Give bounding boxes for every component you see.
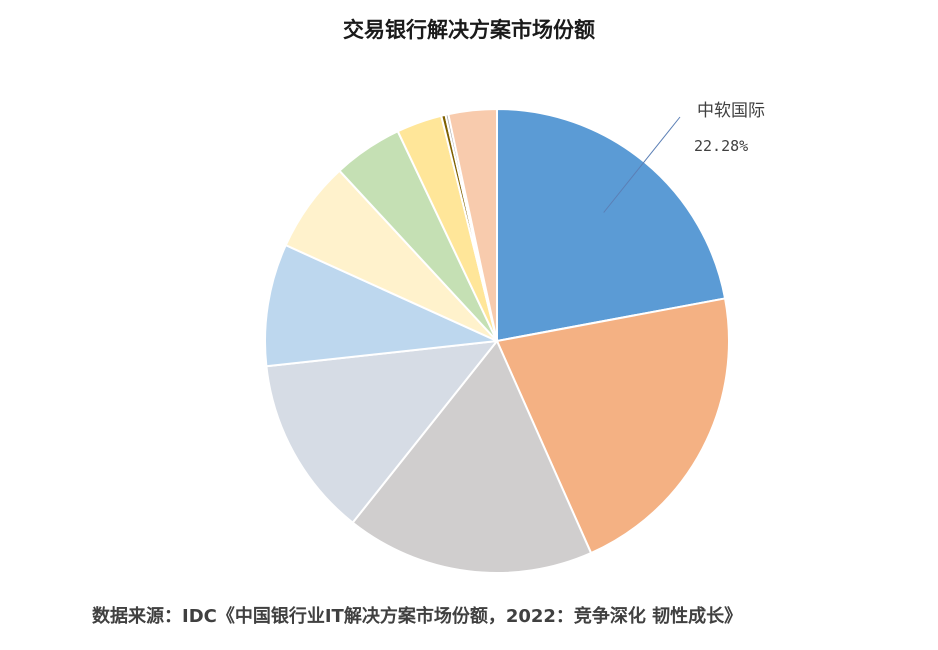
- pie-slice-4: [265, 340, 498, 524]
- pie-slice-1: [496, 108, 727, 342]
- leader-line: [603, 116, 681, 213]
- slice-label-name: 中软国际: [697, 101, 765, 121]
- pie-labels: 中软国际 22.28%: [603, 101, 765, 213]
- slice-label-value: 22.28%: [694, 137, 748, 155]
- chart-title: 交易银行解决方案市场份额: [343, 18, 595, 42]
- pie-slice-5: [264, 244, 498, 368]
- source-note: 数据来源：IDC《中国银行业IT解决方案市场份额，2022：竞争深化 韧性成长》: [92, 606, 743, 627]
- pie-slice-3: [351, 340, 593, 574]
- pie-slice-11: [447, 108, 498, 342]
- pie-slices: [264, 108, 730, 574]
- pie-slice-2: [496, 297, 730, 555]
